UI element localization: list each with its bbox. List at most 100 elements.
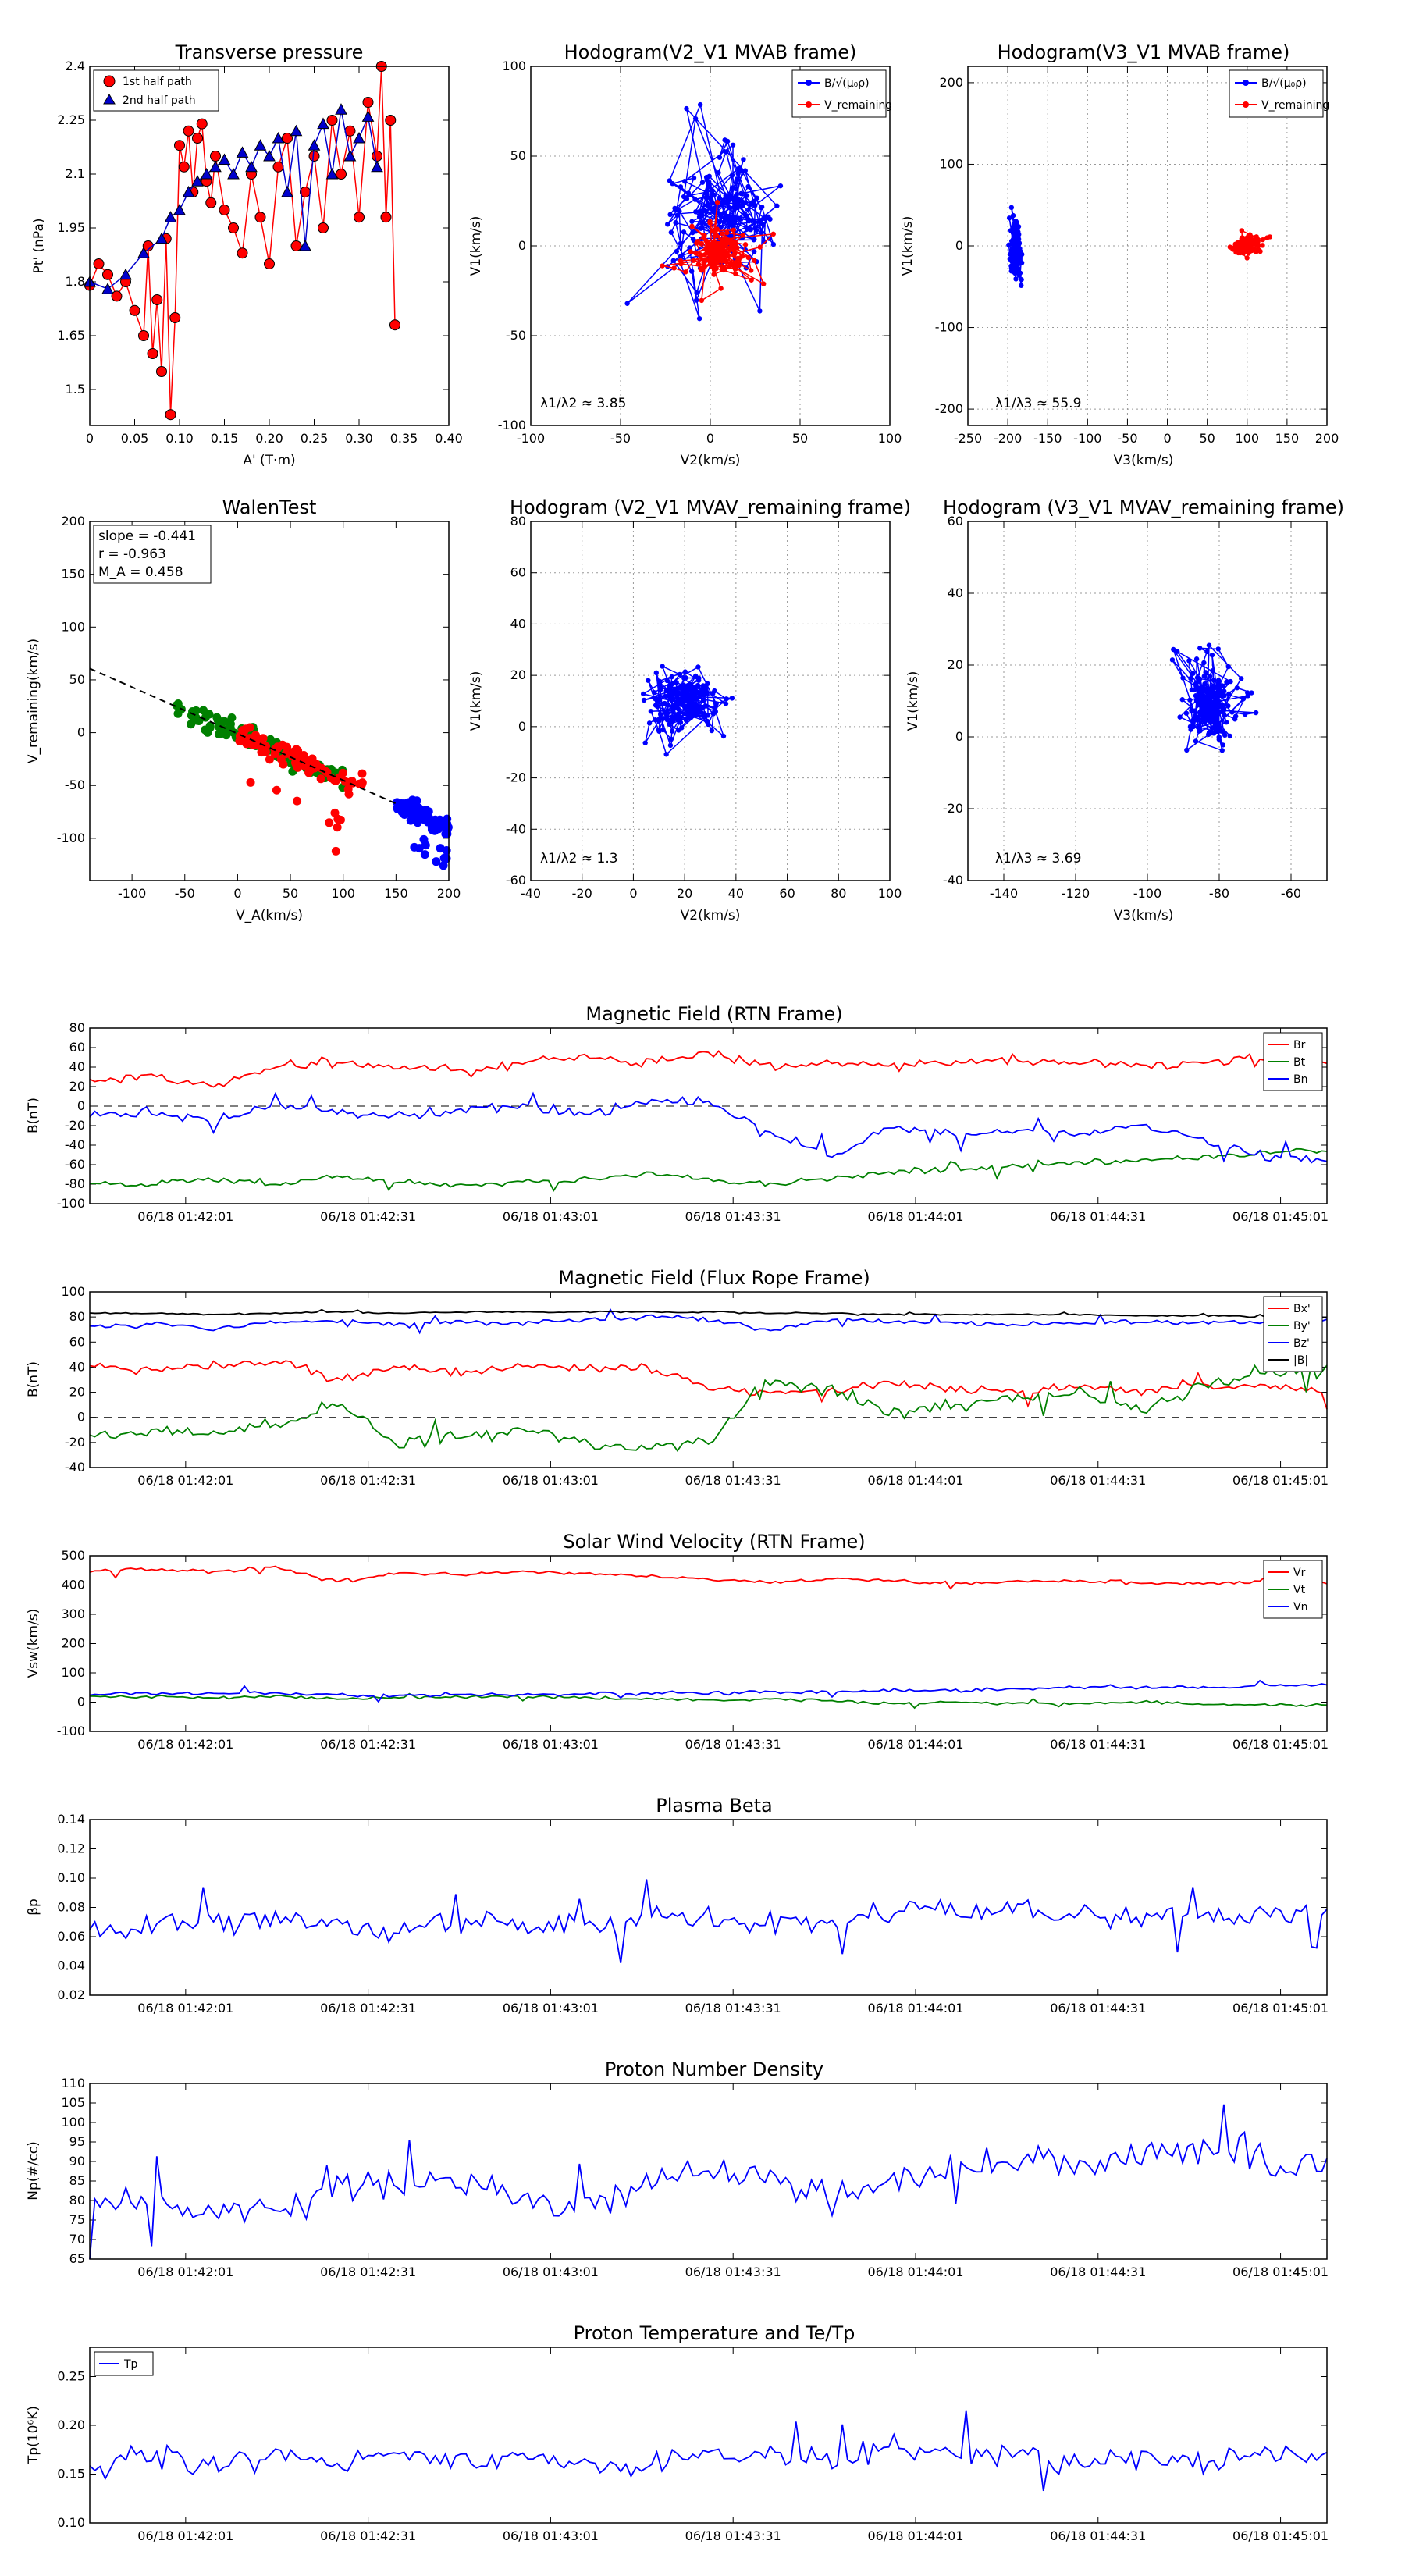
data-point [434,824,443,834]
data-point [702,713,707,719]
data-point [682,178,688,184]
data-point [407,805,416,814]
panel-hodogram-v2-v1-mvab: Hodogram(V2_V1 MVAB frame) -100 -50 0 50 100… [468,41,902,468]
x-tick-label: -100 [517,431,545,446]
data-point [728,215,734,221]
data-point [187,720,196,729]
data-point [724,230,730,236]
legend-marker-circle [103,75,116,87]
data-point [660,716,667,721]
data-point [138,330,149,341]
x-tick-label: 06/18 01:42:01 [137,1737,233,1752]
x-tick-label: 06/18 01:42:01 [137,2001,233,2016]
data-point [1203,714,1208,720]
x-tick-label: 0.25 [301,431,329,446]
data-point [699,220,705,226]
x-tick-label: 06/18 01:42:01 [137,2528,233,2543]
y-tick-label: -100 [498,418,526,432]
data-point [397,807,407,817]
data-point [758,229,764,236]
data-point [699,180,706,185]
data-point [641,697,647,703]
legend-label: Vr [1293,1567,1306,1579]
data-point [722,240,727,246]
x-tick-label: 60 [779,886,795,901]
data-point [1006,242,1012,248]
data-point [1209,652,1215,658]
data-point [1218,728,1224,734]
data-point [1197,689,1204,695]
data-point [777,183,784,189]
y-tick-label: 2.25 [57,112,85,127]
y-axis-label: V1(km/s) [468,216,484,276]
data-point [1191,687,1197,693]
series-line [89,2410,1328,2492]
data-point [745,183,751,190]
y-tick-label: 105 [61,2095,85,2110]
data-point [1225,703,1231,709]
data-point [1227,733,1233,739]
data-point [1229,710,1235,715]
data-point [748,226,753,233]
legend-label: Bt [1293,1056,1306,1069]
y-tick-label: -40 [506,821,526,836]
data-point [729,173,735,178]
y-tick-label: 20 [510,667,526,682]
data-point [712,706,717,711]
data-point [681,682,687,688]
data-point [738,190,744,197]
y-tick-label: 200 [61,514,85,528]
plot-frame [967,66,1328,426]
data-point [245,160,258,173]
data-point [653,717,658,723]
data-point [101,283,114,294]
y-tick-label: 0.20 [57,2418,85,2432]
data-point [733,205,738,210]
x-tick-label: 06/18 01:42:31 [320,1209,416,1224]
x-tick-label: 150 [1275,431,1300,446]
data-point [670,258,676,263]
x-tick-label: -60 [1281,886,1301,901]
x-tick-label: 06/18 01:45:01 [1232,2001,1329,2016]
data-point [761,239,767,244]
data-point [657,716,663,721]
data-point [738,203,743,209]
x-tick-label: 40 [728,886,744,901]
y-tick-label: 80 [510,514,526,528]
data-point [752,249,757,254]
data-point [685,190,692,196]
data-point [665,222,670,227]
data-point [335,773,344,782]
eigenvalue-ratio: λ1/λ2 ≈ 3.85 [540,396,626,411]
legend-marker [1243,101,1249,108]
x-tick-label: -50 [1117,431,1137,446]
data-point [1013,276,1019,282]
data-point [261,747,270,756]
data-point [670,718,676,724]
data-point [701,260,706,266]
series-line [89,1565,1328,1590]
data-point [739,254,745,259]
data-point [702,703,708,709]
data-point [709,728,715,734]
data-point [684,105,689,112]
y-tick-label: -40 [943,873,963,888]
data-point [670,181,675,187]
series-line [89,109,378,290]
data-point [676,728,681,733]
data-point [1190,717,1196,724]
data-point [700,208,706,214]
panel-hodogram-v2-v1-mvav: Hodogram (V2_V1 MVAV_remaining frame) -6… [468,496,911,923]
data-point [674,212,681,219]
data-point [696,214,702,220]
data-point [1202,719,1208,725]
data-point [1219,748,1225,753]
plot-area: -100 -50 0 50 100 -100 -50 0 50 100 [498,59,902,446]
data-point [1196,685,1201,691]
panel-plasma-beta: Plasma Beta 0.02 0.04 0.06 0.08 0.10 0.12 0.14… [26,1795,1329,2016]
series-line [89,2104,1328,2260]
data-point [658,685,664,691]
data-point [1212,713,1218,720]
data-point [682,669,688,674]
data-point [699,688,705,695]
